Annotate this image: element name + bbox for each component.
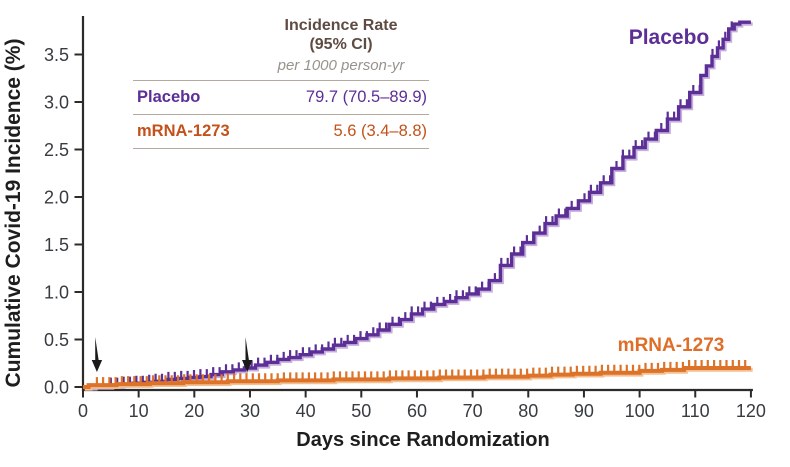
table-row-placebo: Placebo 79.7 (70.5–89.9) (133, 81, 429, 115)
table-header: Incidence Rate (95% CI) (241, 16, 441, 54)
table-row-mrna: mRNA-1273 5.6 (3.4–8.8) (133, 115, 429, 149)
axis-lines (81, 16, 753, 392)
y-tick-label: 2.0 (44, 188, 69, 208)
x-tick-label: 80 (518, 401, 538, 421)
placebo-row-label: Placebo (137, 88, 201, 106)
incidence-rate-table: Incidence Rate (95% CI) per 1000 person-… (133, 16, 429, 149)
placebo-curve-label: Placebo (628, 26, 710, 49)
y-tick-label: 2.5 (44, 140, 69, 160)
y-tick-label: 1.0 (44, 283, 69, 303)
y-axis-title: Cumulative Covid-19 Incidence (%) (2, 38, 25, 388)
mrna-row-label: mRNA-1273 (137, 122, 230, 140)
placebo-row-value: 79.7 (70.5–89.9) (305, 88, 427, 106)
y-tick-label: 3.5 (44, 45, 69, 65)
table-header-line1: Incidence Rate (284, 17, 398, 34)
x-tick-label: 90 (574, 401, 594, 421)
y-tick-label: 1.5 (44, 235, 69, 255)
dose-arrow-icon (91, 337, 103, 372)
mrna-row-value: 5.6 (3.4–8.8) (333, 122, 427, 140)
x-tick-label: 40 (296, 401, 316, 421)
table-header-line2: (95% CI) (309, 36, 373, 53)
x-tick-label: 50 (351, 401, 371, 421)
x-tick-label: 10 (129, 401, 149, 421)
y-tick-label: 0.0 (44, 378, 69, 398)
x-tick-label: 110 (681, 401, 710, 421)
x-tick-label: 70 (463, 401, 483, 421)
x-tick-label: 0 (78, 401, 88, 421)
x-tick-label: 120 (736, 401, 766, 421)
x-tick-label: 30 (240, 401, 260, 421)
y-tick-label: 0.5 (44, 330, 69, 350)
placebo-curve-shadow (84, 22, 753, 391)
dose-arrow-icon (241, 337, 253, 372)
x-tick-label: 100 (625, 401, 655, 421)
mrna-1273-censor-ticks (95, 360, 747, 385)
mrna-curve-label: mRNA-1273 (617, 335, 725, 356)
y-tick-label: 3.0 (44, 93, 69, 113)
table-subheader: per 1000 person-yr (277, 57, 405, 74)
mrna-1273-curve (83, 366, 751, 389)
table-rows: Placebo 79.7 (70.5–89.9) mRNA-1273 5.6 (… (133, 80, 429, 149)
x-axis-title: Days since Randomization (296, 429, 550, 451)
x-tick-label: 60 (407, 401, 427, 421)
x-tick-label: 20 (184, 401, 204, 421)
